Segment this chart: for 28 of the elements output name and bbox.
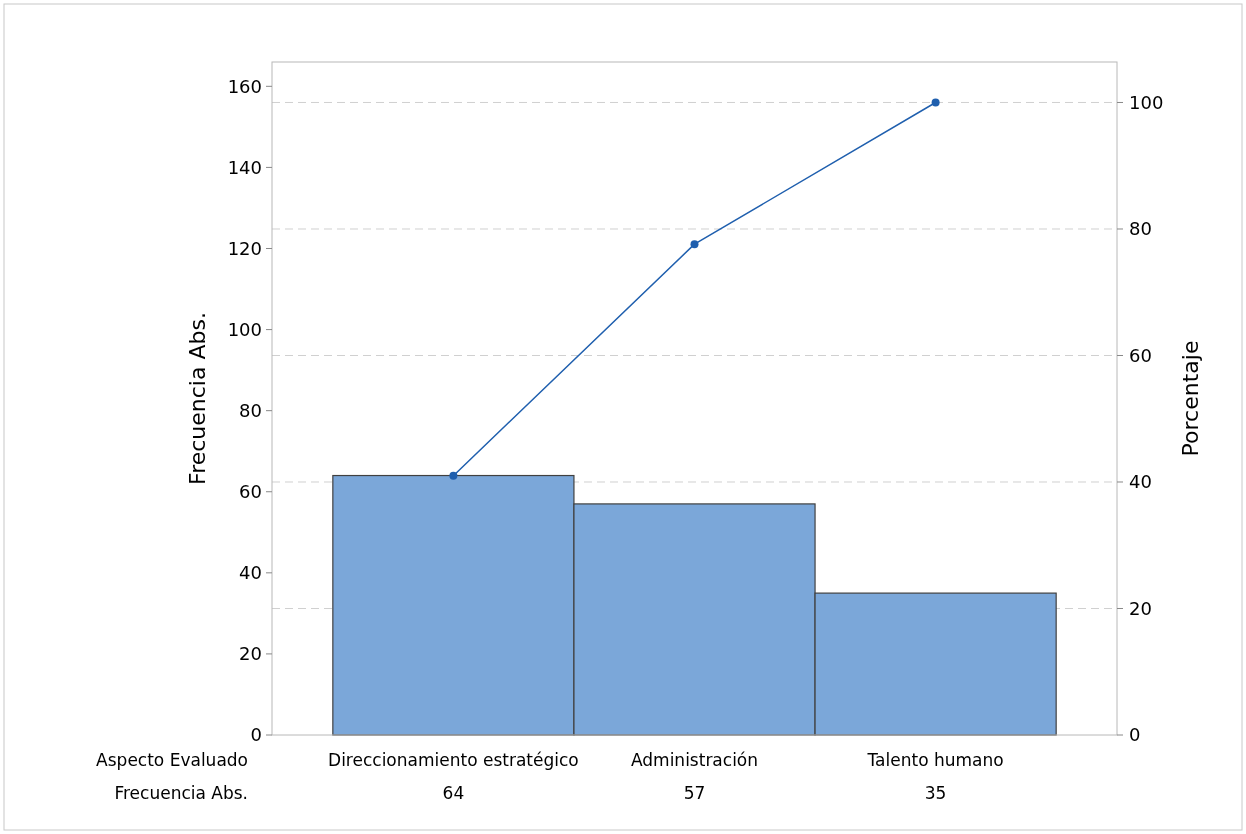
x-tick-label: Talento humano xyxy=(866,750,1004,770)
y-tick-label: 120 xyxy=(227,237,262,259)
y2-tick-label: 80 xyxy=(1129,218,1152,240)
data-label: 64 xyxy=(442,783,465,803)
y-tick-label: 40 xyxy=(239,562,262,584)
y-tick-label: 160 xyxy=(227,75,262,97)
y-axis-title: Frecuencia Abs. xyxy=(185,312,210,485)
y2-tick-label: 100 xyxy=(1129,91,1164,113)
x-tick-label: Direccionamiento estratégico xyxy=(328,750,579,770)
point xyxy=(931,98,940,107)
point xyxy=(690,240,699,249)
y-tick-label: 0 xyxy=(250,724,262,746)
y2-tick-label: 0 xyxy=(1129,724,1141,746)
y-tick-label: 140 xyxy=(227,156,262,178)
y-tick-label: 80 xyxy=(239,399,262,421)
y-tick-label: 60 xyxy=(239,481,262,503)
y2-tick-label: 20 xyxy=(1129,597,1152,619)
y2-tick-label: 60 xyxy=(1129,344,1152,366)
x-axis-title: Aspecto Evaluado xyxy=(96,750,248,770)
point xyxy=(449,471,458,480)
y2-tick-label: 40 xyxy=(1129,471,1152,493)
y-tick-label: 100 xyxy=(227,318,262,340)
x-tick-label: Administración xyxy=(630,750,759,770)
y2-axis-title: Porcentaje xyxy=(1178,340,1203,457)
y-tick-label: 20 xyxy=(239,643,262,665)
data-label: 57 xyxy=(683,783,706,803)
text: Frecuencia Abs. xyxy=(114,783,248,803)
data-label: 35 xyxy=(924,783,947,803)
